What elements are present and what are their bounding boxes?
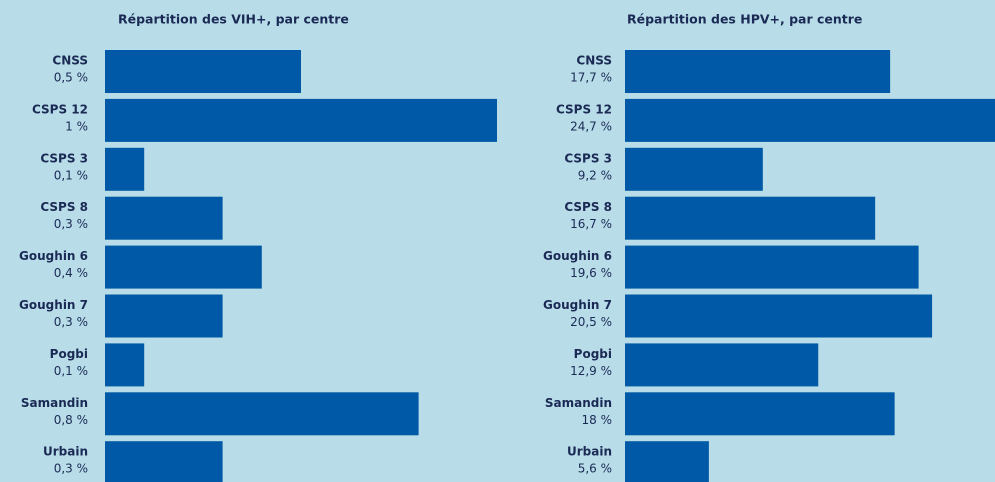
- value-label: 20,5 %: [570, 315, 612, 329]
- category-label: CSPS 12: [556, 102, 612, 116]
- category-label: Goughin 7: [19, 298, 88, 312]
- value-label: 16,7 %: [570, 217, 612, 231]
- bar: [105, 392, 419, 436]
- value-label: 0,5 %: [54, 71, 88, 85]
- bar: [105, 294, 223, 338]
- value-label: 0,8 %: [54, 413, 88, 427]
- bar: [105, 50, 301, 93]
- bar: [105, 147, 145, 191]
- category-label: CSPS 8: [564, 200, 612, 214]
- value-label: 24,7 %: [570, 119, 612, 133]
- category-label: Pogbi: [50, 347, 88, 361]
- category-label: CNSS: [52, 54, 88, 68]
- category-label: Samandin: [545, 396, 612, 410]
- value-label: 18 %: [582, 413, 613, 427]
- bar: [105, 245, 262, 289]
- category-label: Pogbi: [574, 347, 612, 361]
- value-label: 0,4 %: [54, 266, 88, 280]
- bar: [105, 196, 223, 240]
- value-label: 0,3 %: [54, 315, 88, 329]
- value-label: 12,9 %: [570, 364, 612, 378]
- category-label: Urbain: [567, 445, 612, 459]
- bar: [105, 98, 497, 142]
- bar: [625, 50, 891, 93]
- value-label: 17,7 %: [570, 71, 612, 85]
- value-label: 0,3 %: [54, 462, 88, 476]
- category-label: CSPS 12: [32, 102, 88, 116]
- bar: [105, 343, 145, 387]
- bar: [625, 294, 933, 338]
- value-label: 0,1 %: [54, 168, 88, 182]
- category-label: Goughin 7: [543, 298, 612, 312]
- bar: [105, 441, 223, 482]
- category-label: CSPS 3: [564, 151, 612, 165]
- category-label: Goughin 6: [19, 249, 88, 263]
- category-label: CSPS 8: [40, 200, 88, 214]
- bar: [625, 343, 819, 387]
- value-label: 0,1 %: [54, 364, 88, 378]
- chart-title: Répartition des HPV+, par centre: [627, 12, 862, 27]
- category-label: Urbain: [43, 445, 88, 459]
- bar: [625, 147, 763, 191]
- category-label: CNSS: [576, 54, 612, 68]
- value-label: 0,3 %: [54, 217, 88, 231]
- bar: [625, 392, 895, 436]
- chart-title: Répartition des VIH+, par centre: [118, 12, 349, 27]
- value-label: 9,2 %: [578, 168, 612, 182]
- category-label: CSPS 3: [40, 151, 88, 165]
- category-label: Goughin 6: [543, 249, 612, 263]
- bar: [625, 98, 995, 142]
- bar: [625, 441, 709, 482]
- value-label: 5,6 %: [578, 462, 612, 476]
- bar: [625, 245, 919, 289]
- value-label: 19,6 %: [570, 266, 612, 280]
- value-label: 1 %: [65, 119, 88, 133]
- bar: [625, 196, 876, 240]
- category-label: Samandin: [21, 396, 88, 410]
